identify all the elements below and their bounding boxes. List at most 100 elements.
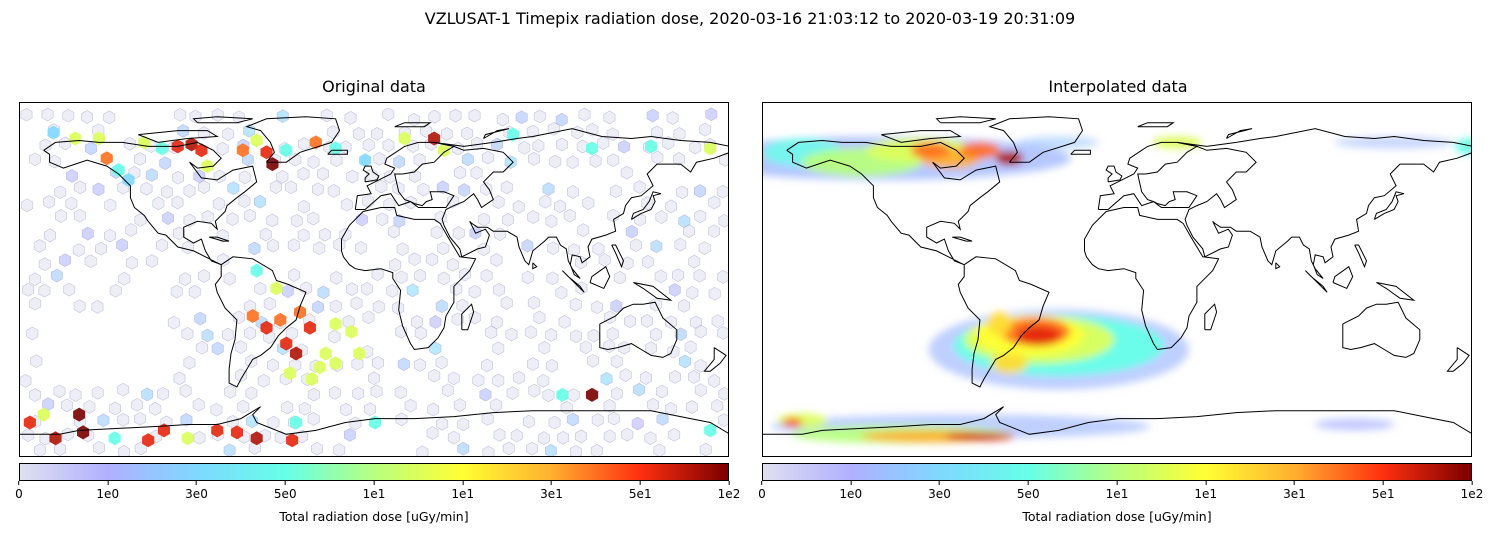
background-hexbin	[645, 341, 657, 355]
dose-hexbin	[23, 415, 36, 430]
background-hexbin	[510, 428, 523, 443]
background-hexbin	[548, 415, 561, 430]
background-hexbin	[461, 126, 473, 141]
background-hexbin	[567, 412, 579, 427]
background-hexbin	[545, 214, 558, 229]
background-hexbin	[666, 111, 679, 125]
background-hexbin	[527, 357, 539, 371]
coastline	[1373, 191, 1405, 220]
background-hexbin	[340, 402, 352, 417]
background-hexbin	[161, 185, 173, 199]
background-hexbin	[73, 208, 86, 223]
background-hexbin	[319, 227, 331, 242]
background-hexbin	[404, 398, 417, 413]
colorbar-tick-label: 1e2	[717, 487, 741, 501]
background-hexbin	[413, 153, 426, 167]
colorbar-tick-mark	[639, 481, 641, 485]
left-panel-title: Original data	[322, 77, 426, 96]
background-hexbin	[328, 329, 341, 344]
background-hexbin	[454, 165, 466, 180]
background-hexbin	[54, 442, 66, 456]
background-hexbin	[118, 445, 130, 456]
background-hexbin	[653, 443, 666, 456]
background-hexbin	[569, 297, 582, 312]
colorbar-tick-label: 0	[758, 487, 766, 501]
background-hexbin	[685, 400, 698, 414]
dose-hexbin	[280, 336, 293, 351]
dose-hexbin	[100, 151, 113, 166]
background-hexbin	[285, 180, 297, 195]
background-hexbin	[717, 326, 728, 340]
background-hexbin	[149, 402, 162, 416]
coastline	[599, 301, 678, 358]
background-hexbin	[254, 194, 266, 209]
background-hexbin	[170, 284, 183, 299]
background-hexbin	[542, 388, 555, 403]
background-hexbin	[29, 388, 41, 402]
background-hexbin	[667, 344, 680, 359]
background-hexbin	[567, 388, 580, 403]
field-patch	[987, 311, 1012, 336]
coastline	[245, 116, 341, 163]
background-hexbin	[592, 242, 605, 256]
background-hexbin	[66, 169, 78, 183]
background-hexbin	[267, 358, 279, 373]
background-hexbin	[468, 310, 481, 325]
background-hexbin	[468, 284, 481, 299]
colorbar-tick-label: 3e1	[540, 487, 563, 501]
background-hexbin	[470, 166, 483, 180]
background-hexbin	[621, 256, 634, 271]
background-hexbin	[39, 138, 52, 153]
background-hexbin	[620, 165, 633, 180]
background-hexbin	[287, 238, 300, 252]
background-hexbin	[193, 430, 206, 445]
background-hexbin	[568, 243, 580, 257]
background-hexbin	[512, 370, 525, 385]
background-hexbin	[694, 383, 707, 398]
dose-hexbin	[112, 163, 125, 178]
background-hexbin	[61, 427, 74, 442]
colorbar-tick: 1e1	[1106, 481, 1128, 501]
background-hexbin	[395, 270, 408, 285]
dose-hexbin	[260, 320, 273, 335]
background-hexbin	[708, 195, 721, 210]
coastline	[630, 191, 662, 220]
coastline	[562, 270, 585, 293]
background-hexbin	[684, 340, 697, 354]
background-hexbin	[656, 384, 668, 399]
colorbar-tick-mark	[728, 481, 730, 485]
dose-hexbin	[201, 159, 214, 174]
background-hexbin	[625, 224, 638, 239]
background-hexbin	[597, 136, 610, 150]
dose-hexbin	[260, 145, 273, 160]
dose-hexbin	[290, 346, 303, 361]
background-hexbin	[152, 196, 165, 211]
background-hexbin	[683, 224, 695, 238]
background-hexbin	[281, 400, 294, 415]
background-hexbin	[688, 254, 701, 269]
colorbar-tick-label: 3e0	[928, 487, 951, 501]
background-hexbin	[435, 299, 448, 313]
background-hexbin	[211, 108, 224, 122]
background-hexbin	[282, 284, 294, 299]
colorbar-tick: 1e1	[451, 481, 474, 501]
background-hexbin	[512, 200, 525, 214]
background-hexbin	[362, 194, 375, 209]
coastline	[461, 303, 475, 331]
background-hexbin	[634, 212, 646, 227]
background-hexbin	[428, 368, 441, 383]
background-hexbin	[598, 253, 611, 267]
colorbar-tick: 3e1	[1283, 481, 1306, 501]
background-hexbin	[641, 314, 653, 328]
colorbar-tick-mark	[1382, 481, 1384, 485]
colorbar-tick-mark	[18, 481, 20, 485]
background-hexbin	[560, 400, 573, 415]
background-hexbin	[263, 296, 276, 311]
background-hexbin	[131, 397, 143, 412]
background-hexbin	[386, 284, 399, 298]
background-hexbin	[711, 314, 724, 329]
background-hexbin	[452, 226, 465, 240]
background-hexbin	[395, 412, 408, 427]
background-hexbin	[297, 167, 310, 181]
dose-hexbin	[345, 324, 358, 339]
